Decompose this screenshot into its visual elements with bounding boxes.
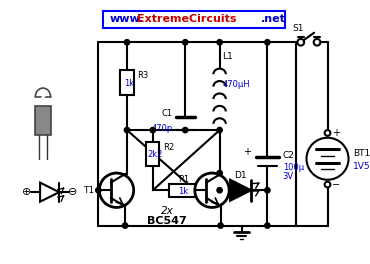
Text: 2x: 2x xyxy=(161,206,174,216)
Text: 470p: 470p xyxy=(152,124,173,133)
Text: BC547: BC547 xyxy=(147,216,187,226)
Text: +: + xyxy=(243,147,251,157)
Circle shape xyxy=(195,173,229,208)
Text: 1k: 1k xyxy=(178,187,188,196)
Circle shape xyxy=(124,40,130,45)
Text: www.: www. xyxy=(110,14,144,24)
Circle shape xyxy=(306,138,349,180)
Circle shape xyxy=(218,223,223,228)
Circle shape xyxy=(182,128,188,133)
Polygon shape xyxy=(230,180,251,201)
Circle shape xyxy=(217,40,222,45)
Text: T1: T1 xyxy=(83,186,94,195)
Circle shape xyxy=(150,128,155,133)
Text: 3V: 3V xyxy=(283,172,294,181)
Text: S1: S1 xyxy=(292,24,304,33)
Text: 100μ: 100μ xyxy=(283,163,304,172)
Circle shape xyxy=(96,188,101,193)
Text: D1: D1 xyxy=(234,171,247,180)
Text: ⊖: ⊖ xyxy=(68,187,77,197)
Text: BT1: BT1 xyxy=(353,149,370,158)
Circle shape xyxy=(217,128,222,133)
Polygon shape xyxy=(40,183,59,202)
Circle shape xyxy=(182,40,188,45)
Bar xyxy=(146,142,159,166)
Circle shape xyxy=(122,223,128,228)
Circle shape xyxy=(297,39,304,46)
Circle shape xyxy=(217,188,222,193)
Circle shape xyxy=(314,39,320,46)
Circle shape xyxy=(124,128,130,133)
Circle shape xyxy=(265,40,270,45)
Circle shape xyxy=(324,130,330,136)
Circle shape xyxy=(265,223,270,228)
Circle shape xyxy=(265,188,270,193)
Text: 2k2: 2k2 xyxy=(147,150,162,159)
Circle shape xyxy=(217,170,222,176)
Text: 1k: 1k xyxy=(124,79,134,88)
Circle shape xyxy=(99,173,134,208)
Text: ExtremeCircuits: ExtremeCircuits xyxy=(137,14,236,24)
Text: L1: L1 xyxy=(222,52,233,61)
Bar xyxy=(169,183,198,197)
Text: +: + xyxy=(332,128,340,138)
Text: ⊕: ⊕ xyxy=(22,187,31,197)
Bar xyxy=(120,70,134,95)
Text: 1V5: 1V5 xyxy=(353,162,370,171)
Text: .net: .net xyxy=(261,14,286,24)
Bar xyxy=(35,106,51,135)
Text: −: − xyxy=(332,180,340,190)
Text: R2: R2 xyxy=(163,143,174,152)
Text: C1: C1 xyxy=(162,109,173,118)
Text: R1: R1 xyxy=(178,175,189,184)
Text: 470μH: 470μH xyxy=(222,80,250,89)
Bar xyxy=(103,11,285,28)
Text: T2: T2 xyxy=(232,186,243,195)
Circle shape xyxy=(324,182,330,187)
Text: C2: C2 xyxy=(283,151,295,160)
Text: R3: R3 xyxy=(138,71,149,80)
